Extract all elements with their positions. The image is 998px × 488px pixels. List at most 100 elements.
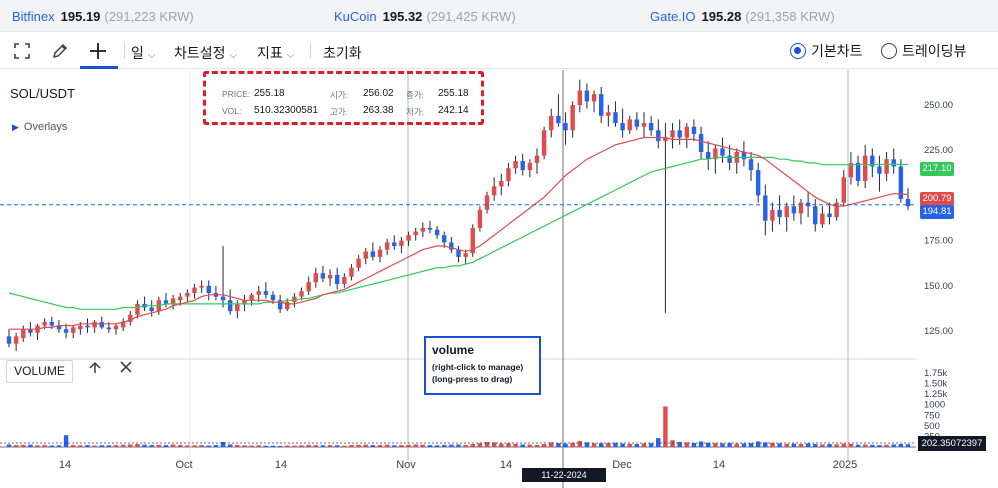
volume-bar <box>13 445 19 447</box>
candle-body <box>748 159 754 171</box>
ticker-gateio[interactable]: Gate.IO 195.28 (291,358 KRW) <box>650 9 835 24</box>
candle-body <box>285 302 290 310</box>
volume-bar <box>449 444 454 447</box>
candle-body <box>813 206 818 225</box>
volume-bar <box>891 444 896 447</box>
candle-body <box>434 229 440 236</box>
pencil-icon[interactable] <box>48 39 72 63</box>
indicators-dropdown[interactable]: 지표 ⌵ <box>257 43 294 63</box>
volume-bar <box>691 442 697 447</box>
crosshair-icon[interactable] <box>86 39 110 63</box>
candle-body <box>506 168 511 181</box>
volume-bar <box>170 444 176 447</box>
candle-body <box>841 177 846 203</box>
overlays-label: Overlays <box>23 121 68 133</box>
candle-body <box>78 325 83 330</box>
overlays-toggle[interactable]: ▶ Overlays <box>12 121 67 133</box>
volume-bar <box>513 443 518 447</box>
candle-body <box>598 94 604 116</box>
candle-body <box>827 213 832 218</box>
volume-bar <box>755 441 761 447</box>
candle-body <box>135 303 140 315</box>
candle-body <box>192 287 197 294</box>
chevron-down-icon: ⌵ <box>147 50 156 61</box>
volume-axis-tick: 1.25k <box>924 389 947 400</box>
candle-body <box>56 325 62 330</box>
toolbar-divider <box>124 43 125 59</box>
volume-bar <box>905 444 911 447</box>
chart-settings-label: 차트설정 <box>174 45 226 61</box>
candle-body <box>663 137 668 142</box>
volume-bar <box>855 444 861 447</box>
volume-bar <box>598 443 604 447</box>
exchange-krw: (291,358 KRW) <box>745 9 835 24</box>
candle-body <box>206 285 211 294</box>
basic-chart-radio[interactable]: 기본차트 <box>790 41 863 61</box>
candle-body <box>763 195 768 221</box>
candle-body <box>299 291 304 297</box>
volume-bar <box>442 444 447 447</box>
exchange-name: Gate.IO <box>650 9 696 24</box>
reset-button[interactable]: 초기화 <box>323 45 362 61</box>
candle-body <box>420 227 426 232</box>
candle-body <box>263 291 269 295</box>
candle-body <box>556 115 561 124</box>
candle-body <box>577 90 583 105</box>
volume-indicator-label[interactable]: VOLUME <box>6 360 73 383</box>
price-axis-tick: 125.00 <box>924 326 953 337</box>
candle-body <box>242 300 247 304</box>
arrow-up-icon[interactable] <box>88 360 102 378</box>
chart-settings-dropdown[interactable]: 차트설정 ⌵ <box>174 43 237 63</box>
volume-bar <box>249 445 254 447</box>
volume-bar <box>235 444 240 447</box>
candle-body <box>406 235 411 241</box>
volume-bar <box>527 444 533 447</box>
volume-bar <box>763 442 768 447</box>
volume-bar <box>606 442 611 447</box>
candle-body <box>149 307 154 312</box>
close-icon[interactable] <box>119 360 133 378</box>
volume-bar <box>113 445 119 447</box>
volume-bar <box>884 444 889 447</box>
exchange-name: Bitfinex <box>12 9 55 24</box>
chart-area[interactable]: 250.00225.00200.00175.00150.00125.001.75… <box>0 70 998 488</box>
crosshair-date-tag: 11-22-2024 <box>522 468 606 482</box>
candle-body <box>270 294 276 301</box>
candle-body <box>427 227 433 230</box>
ticker-bitfinex[interactable]: Bitfinex 195.19 (291,223 KRW) <box>12 9 194 24</box>
high-value: 263.38 <box>363 105 394 116</box>
candle-body <box>484 195 490 210</box>
candle-body <box>313 273 319 283</box>
candle-body <box>534 155 540 163</box>
candle-body <box>877 166 882 174</box>
candle-body <box>377 249 383 257</box>
volume-bar <box>506 443 511 447</box>
tradingview-radio[interactable]: 트레이딩뷰 <box>881 41 966 61</box>
interval-dropdown[interactable]: 일 ⌵ <box>131 43 155 63</box>
volume-bar <box>841 443 846 447</box>
candle-body <box>798 202 804 214</box>
candle-body <box>862 155 868 181</box>
candle-body <box>777 209 782 218</box>
volume-bar <box>156 444 162 447</box>
vol-value: 510.32300581 <box>254 105 318 116</box>
volume-bar <box>820 444 825 447</box>
volume-bar <box>549 442 554 447</box>
volume-bar <box>748 443 754 447</box>
volume-bar <box>520 444 525 447</box>
ticker-kucoin[interactable]: KuCoin 195.32 (291,425 KRW) <box>334 9 516 24</box>
candle-body <box>99 321 104 328</box>
ma-long-line <box>8 156 908 310</box>
candle-body <box>870 155 875 167</box>
volume-bar <box>798 444 804 447</box>
candle-body <box>21 329 26 339</box>
volume-bar <box>35 445 40 447</box>
price-chart[interactable]: 250.00225.00200.00175.00150.00125.001.75… <box>0 70 998 488</box>
candle-body <box>656 130 661 142</box>
fullscreen-icon[interactable] <box>10 39 34 63</box>
volume-bar <box>49 445 55 447</box>
volume-bar <box>641 443 647 447</box>
candle-body <box>327 274 333 279</box>
chart-toolbar: 일 ⌵ 차트설정 ⌵ 지표 ⌵ 초기화 기본차트 트레이딩뷰 <box>0 33 998 69</box>
volume-bar <box>499 443 504 447</box>
